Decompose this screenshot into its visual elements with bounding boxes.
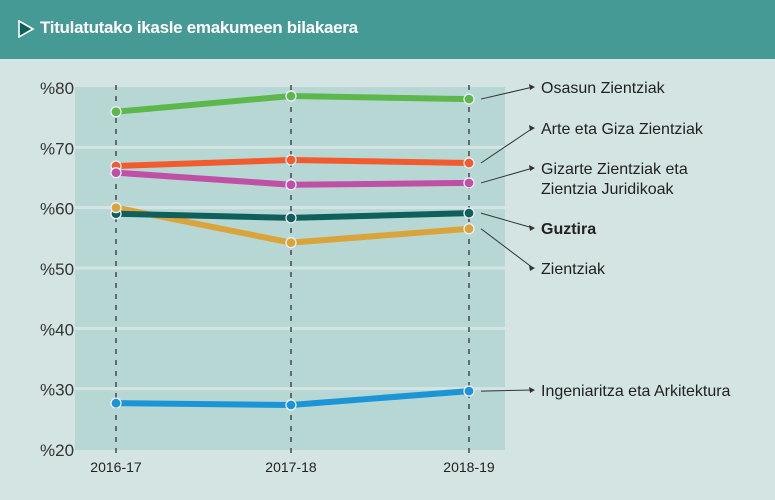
leader-arrow — [529, 265, 535, 271]
leader-arrow — [529, 387, 535, 393]
leader-arrow — [529, 125, 535, 131]
data-point — [285, 212, 297, 224]
series-label: Guztira — [541, 221, 596, 238]
series-label: Arte eta Giza Zientziak — [541, 121, 704, 138]
y-tick-label: %80 — [40, 79, 74, 98]
data-point — [285, 237, 297, 249]
y-tick-label: %40 — [40, 320, 74, 339]
leader-line — [480, 86, 534, 100]
series-label: Gizarte Zientziak eta Zientzia Juridikoak — [541, 161, 688, 198]
y-tick-label: %60 — [40, 200, 74, 219]
y-tick-label: %30 — [40, 381, 74, 400]
data-point — [285, 154, 297, 166]
play-triangle-icon — [18, 20, 35, 38]
x-tick-label: 2017-18 — [265, 459, 317, 475]
leader-line — [480, 212, 534, 229]
data-point — [463, 93, 475, 105]
data-point — [463, 177, 475, 189]
leader-line — [480, 228, 534, 269]
data-point — [110, 167, 122, 179]
data-point — [110, 202, 122, 214]
series-label: Osasun Zientziak — [541, 80, 666, 97]
data-point — [463, 385, 475, 397]
x-tick-label: 2018-19 — [443, 459, 495, 475]
leader-line — [480, 389, 534, 392]
data-point — [463, 223, 475, 235]
leader-arrow — [529, 84, 535, 90]
y-tick-label: %70 — [40, 139, 74, 158]
data-point — [463, 157, 475, 169]
data-point — [110, 397, 122, 409]
leader-line — [480, 167, 534, 184]
data-point — [285, 179, 297, 191]
data-point — [285, 399, 297, 411]
data-point — [285, 90, 297, 102]
data-point — [110, 106, 122, 118]
data-point — [463, 207, 475, 219]
series-label: Ingeniaritza eta Arkitektura — [541, 383, 731, 400]
x-tick-label: 2016-17 — [90, 459, 142, 475]
leader-arrow — [529, 165, 535, 171]
y-tick-label: %20 — [40, 441, 74, 460]
leader-arrow — [529, 225, 535, 231]
y-tick-label: %50 — [40, 260, 74, 279]
chart-title: Titulatutako ikasle emakumeen bilakaera — [40, 18, 358, 37]
header-bar: Titulatutako ikasle emakumeen bilakaera — [0, 0, 775, 59]
leader-line — [480, 127, 534, 164]
series-label: Zientziak — [541, 261, 606, 278]
